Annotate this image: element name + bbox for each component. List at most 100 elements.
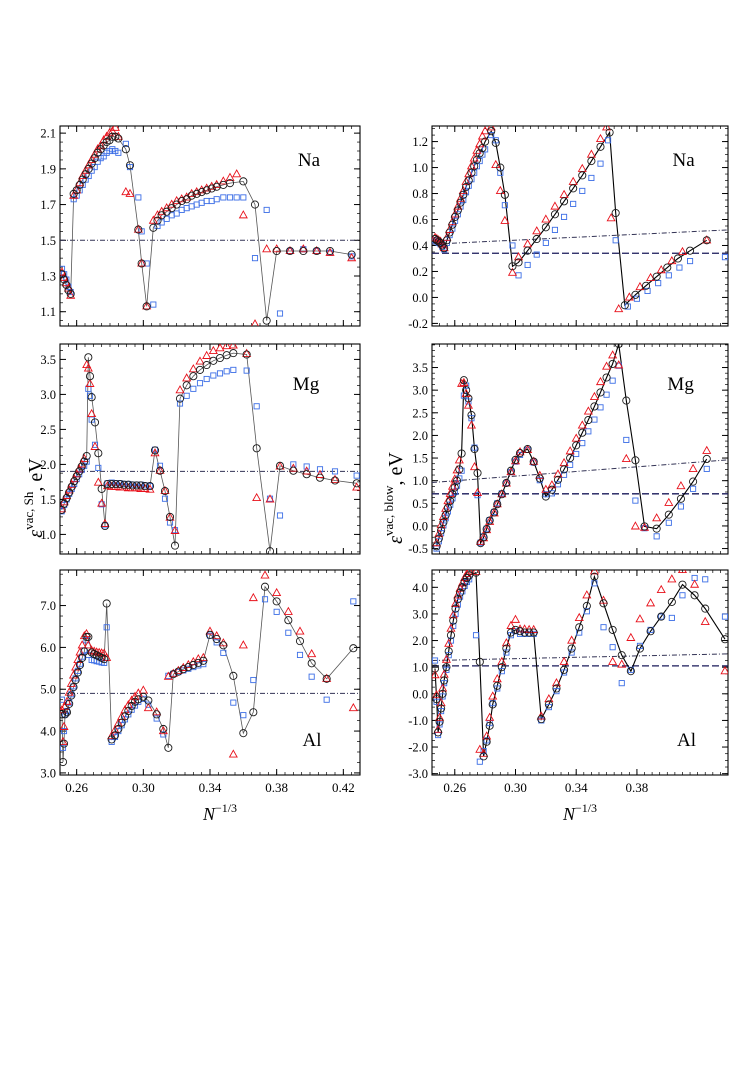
triangle-point (614, 303, 624, 313)
circle-point (488, 700, 497, 709)
circle-series-line (61, 136, 352, 321)
triangle-point (302, 466, 312, 475)
triangle-point (198, 652, 208, 661)
triangle-point (155, 465, 165, 474)
circle-point (572, 441, 581, 450)
circle-point (194, 658, 203, 667)
triangle-point (492, 674, 502, 683)
triangle-point (438, 683, 448, 692)
circle-point (108, 132, 117, 141)
square-point (609, 644, 616, 651)
circle-point (275, 461, 285, 470)
triangle-point (205, 626, 215, 635)
circle-point (87, 648, 96, 657)
circle-point (690, 591, 699, 600)
triangle-point (523, 239, 533, 248)
circle-point (72, 472, 81, 481)
square-point (503, 649, 510, 656)
circle-point (485, 721, 494, 730)
triangle-point (137, 258, 147, 267)
square-point (440, 522, 447, 529)
circle-point (689, 477, 698, 486)
circle-point (502, 478, 511, 487)
circle-point (73, 668, 82, 677)
square-point (85, 385, 92, 392)
triangle-point (589, 570, 599, 575)
circle-point (205, 630, 215, 639)
circle-point (239, 729, 248, 738)
square-point (203, 197, 210, 205)
circle-point (165, 512, 175, 521)
circle-point (60, 757, 68, 767)
triangle-point (559, 656, 569, 665)
triangle-point (457, 378, 467, 387)
square-point (609, 377, 616, 384)
square-point (145, 701, 152, 708)
triangle-point (72, 185, 82, 194)
x-axis-label-right: N−1/3 (562, 801, 597, 824)
plot-area (60, 344, 360, 554)
square-point (115, 149, 122, 156)
circle-point (150, 446, 160, 455)
triangle-point (434, 528, 444, 538)
circle-point (432, 664, 440, 673)
circle-point (179, 665, 188, 674)
circle-point (134, 695, 143, 704)
triangle-point (630, 521, 640, 530)
circle-point (575, 623, 584, 632)
triangle-point (515, 624, 525, 633)
y-tick-label: -1.0 (408, 714, 428, 728)
triangle-point (238, 640, 248, 649)
circle-point (587, 157, 596, 166)
triangle-point (462, 570, 472, 578)
square-point (188, 203, 195, 210)
square-point (603, 391, 610, 398)
circle-point (664, 510, 673, 519)
square-point (200, 661, 207, 668)
square-point (158, 219, 165, 226)
panel-label-left_Al: Al (303, 730, 322, 751)
triangle-point (143, 702, 153, 712)
circle-point (174, 667, 183, 676)
circle-point (197, 188, 206, 197)
y-tick-label: 6.0 (40, 641, 56, 655)
triangle-point (272, 587, 282, 597)
circle-point (164, 743, 173, 752)
circle-point (441, 511, 450, 520)
circle-point (60, 270, 67, 279)
triangle-point (142, 301, 152, 310)
triangle-point (453, 590, 463, 599)
y-tick-label: 0.8 (412, 187, 428, 201)
circle-point (635, 644, 645, 653)
square-point (561, 213, 568, 220)
triangle-point (148, 215, 158, 224)
square-point (135, 194, 142, 201)
square-point (480, 747, 487, 755)
square-point (251, 255, 259, 262)
square-point (233, 194, 240, 201)
triangle-point (93, 477, 103, 486)
circle-point (117, 718, 126, 727)
circle-point (487, 127, 496, 136)
y-tick-label: 3.5 (40, 353, 56, 367)
circle-point (611, 208, 620, 218)
circle-point (155, 466, 165, 475)
circle-point (702, 236, 711, 245)
triangle-point (507, 267, 518, 276)
square-point (442, 515, 449, 522)
y-tick-label: 3.5 (412, 361, 428, 375)
circle-point (159, 724, 168, 734)
triangle-point (614, 360, 624, 369)
circle-point (442, 663, 451, 672)
square-point (703, 465, 710, 472)
square-point (591, 580, 598, 587)
circle-point (289, 466, 298, 475)
square-point (600, 624, 607, 631)
square-point (665, 519, 672, 526)
triangle-point (441, 654, 451, 663)
triangle-point (99, 648, 109, 657)
square-point (677, 503, 684, 510)
square-point (250, 676, 257, 684)
circle-point (60, 710, 70, 719)
triangle-point (480, 126, 490, 135)
